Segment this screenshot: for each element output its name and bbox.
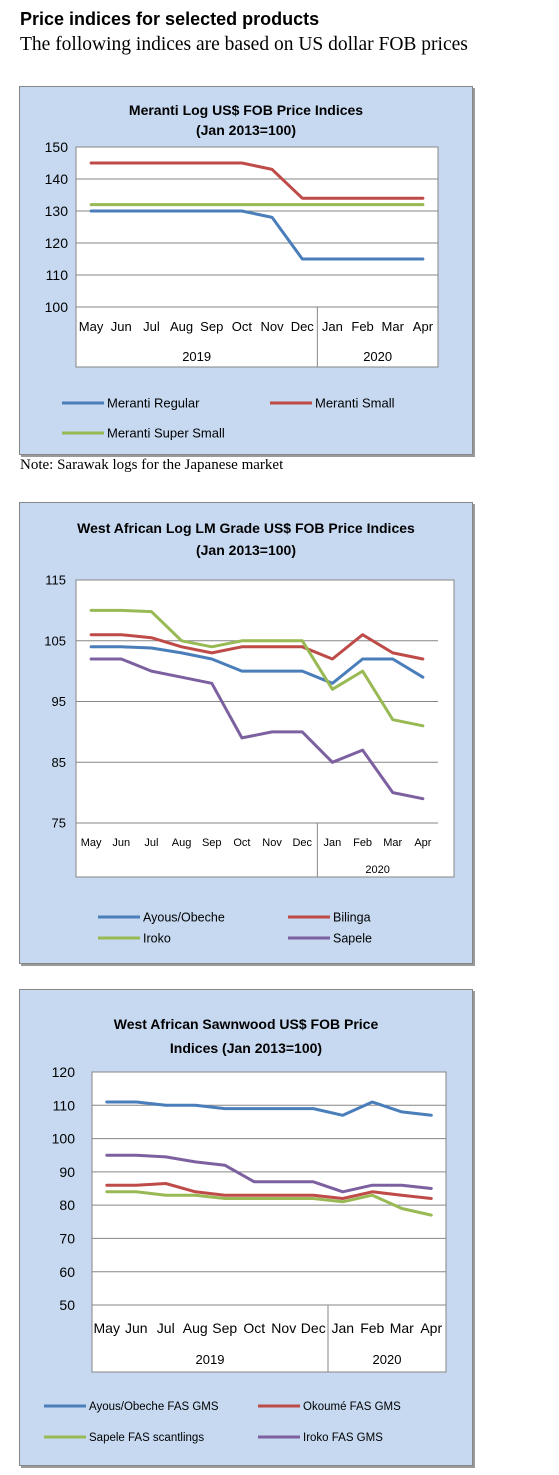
meranti-chart: Meranti Log US$ FOB Price Indices (Jan 20…: [45, 102, 439, 441]
x-tick-label: Apr: [413, 319, 434, 334]
series-line-1: [89, 209, 425, 261]
legend-label: Bilinga: [333, 911, 371, 925]
series-line-3: [105, 1190, 433, 1217]
y-tick-label: 95: [52, 694, 66, 709]
x-tick-label: Jun: [125, 1320, 148, 1336]
x-tick-label: Jan: [322, 319, 343, 334]
x-tick-label: Jan: [331, 1320, 354, 1336]
legend-label: Iroko: [143, 932, 171, 946]
x-tick-label: May: [81, 837, 102, 849]
chart-note: Note: Sarawak logs for the Japanese mark…: [20, 457, 284, 473]
y-tick-label: 105: [44, 633, 66, 648]
page-title: Price indices for selected products: [20, 9, 320, 29]
meranti-chart-panel: Meranti Log US$ FOB Price Indices (Jan 20…: [19, 86, 473, 455]
x-tick-label: Oct: [233, 837, 250, 849]
chart-title-line: (Jan 2013=100): [196, 122, 296, 138]
chart-title-line: Indices (Jan 2013=100): [170, 1040, 322, 1056]
legend-label: Sapele: [333, 932, 372, 946]
west-african-log-chart-panel: West African Log LM Grade US$ FOB Price …: [19, 502, 473, 964]
series-line-4: [105, 1153, 433, 1194]
year-label: 2020: [373, 1352, 402, 1367]
x-tick-label: May: [79, 319, 104, 334]
y-tick-label: 90: [59, 1164, 75, 1180]
page-subtitle: The following indices are based on US do…: [20, 34, 468, 55]
x-tick-label: Mar: [383, 837, 402, 849]
x-tick-label: Sep: [212, 1320, 237, 1336]
year-label: 2020: [365, 864, 389, 876]
x-tick-label: Apr: [420, 1320, 442, 1336]
x-tick-label: Aug: [170, 319, 193, 334]
series-line-2: [89, 161, 425, 200]
x-tick-label: Feb: [353, 837, 372, 849]
west-african-sawnwood-chart-panel: West African Sawnwood US$ FOB Price Indic…: [19, 989, 473, 1466]
x-tick-label: Apr: [414, 837, 431, 849]
series-line-3: [89, 608, 425, 728]
x-tick-label: Nov: [271, 1320, 296, 1336]
x-tick-label: Dec: [292, 837, 312, 849]
legend-label: Sapele FAS scantlings: [89, 1432, 204, 1444]
x-tick-label: Jun: [112, 837, 130, 849]
plot-area: [91, 1071, 447, 1373]
x-tick-label: Jan: [324, 837, 342, 849]
series-line-1: [105, 1100, 433, 1117]
year-label: 2019: [196, 1352, 225, 1367]
legend-label: Iroko FAS GMS: [303, 1432, 383, 1444]
y-tick-label: 100: [45, 299, 69, 315]
x-tick-label: Mar: [382, 319, 405, 334]
series-line-1: [89, 645, 425, 685]
y-tick-label: 120: [45, 235, 69, 251]
x-tick-label: Aug: [172, 837, 192, 849]
x-tick-label: Jul: [144, 837, 158, 849]
x-tick-label: Feb: [351, 319, 373, 334]
x-tick-label: Sep: [202, 837, 222, 849]
y-tick-label: 150: [45, 139, 69, 155]
y-tick-label: 100: [52, 1131, 76, 1147]
legend-label: Ayous/Obeche FAS GMS: [89, 1401, 219, 1413]
plot-area: [75, 579, 455, 878]
y-tick-label: 110: [53, 1097, 76, 1113]
y-tick-label: 60: [59, 1264, 75, 1280]
x-tick-label: Jul: [157, 1320, 175, 1336]
x-tick-label: Aug: [183, 1320, 208, 1336]
x-tick-label: Jul: [143, 319, 160, 334]
x-tick-label: Mar: [390, 1320, 414, 1336]
y-tick-label: 70: [59, 1230, 75, 1246]
west-african-log-chart: West African Log LM Grade US$ FOB Price …: [44, 520, 455, 946]
legend-label: Okoumé FAS GMS: [303, 1401, 401, 1413]
x-tick-label: Feb: [360, 1320, 384, 1336]
plot-area: [75, 146, 439, 368]
x-tick-label: Nov: [261, 319, 285, 334]
y-tick-label: 130: [45, 203, 69, 219]
series-line-2: [89, 633, 425, 661]
x-tick-label: May: [94, 1320, 120, 1336]
year-label: 2020: [363, 349, 392, 364]
legend-label: Meranti Regular: [107, 396, 200, 411]
chart-title-line: West African Sawnwood US$ FOB Price: [114, 1016, 379, 1032]
series-line-2: [105, 1182, 433, 1200]
x-tick-label: Oct: [232, 319, 253, 334]
y-tick-label: 110: [46, 267, 69, 283]
x-tick-label: Dec: [301, 1320, 326, 1336]
year-label: 2019: [182, 349, 211, 364]
chart-title-line: West African Log LM Grade US$ FOB Price …: [77, 520, 415, 536]
x-tick-label: Nov: [262, 837, 282, 849]
x-tick-label: Oct: [243, 1320, 265, 1336]
y-tick-label: 120: [52, 1064, 76, 1080]
x-tick-label: Dec: [291, 319, 315, 334]
y-tick-label: 50: [59, 1297, 75, 1313]
y-tick-label: 75: [52, 816, 66, 831]
chart-title-line: Meranti Log US$ FOB Price Indices: [129, 102, 363, 118]
x-tick-label: Jun: [111, 319, 132, 334]
y-tick-label: 140: [45, 171, 69, 187]
chart-title-line: (Jan 2013=100): [196, 542, 296, 558]
legend-label: Ayous/Obeche: [143, 911, 225, 925]
y-tick-label: 80: [59, 1197, 75, 1213]
y-tick-label: 85: [52, 755, 66, 770]
west-african-sawnwood-chart: West African Sawnwood US$ FOB Price Indic…: [44, 1016, 447, 1444]
legend-label: Meranti Small: [315, 396, 395, 411]
y-tick-label: 115: [45, 573, 66, 588]
series-line-4: [89, 657, 425, 801]
legend-label: Meranti Super Small: [107, 426, 225, 441]
x-tick-label: Sep: [200, 319, 223, 334]
